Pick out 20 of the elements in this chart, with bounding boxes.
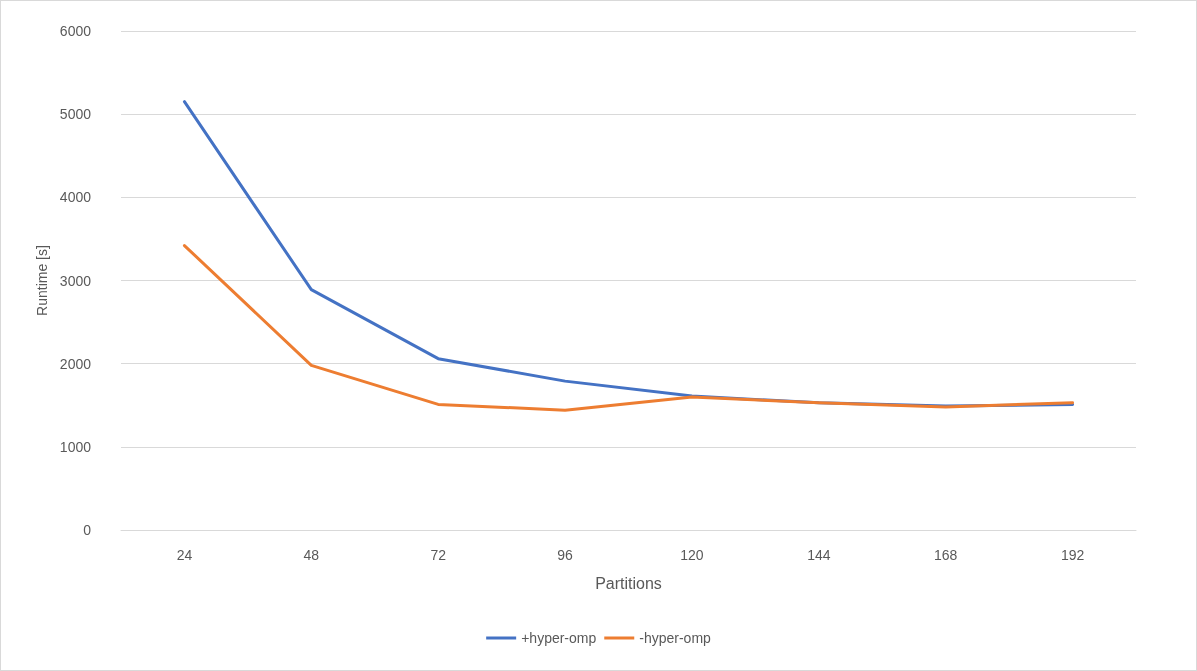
y-tick-label: 5000 — [59, 106, 92, 123]
x-tick-label: 168 — [934, 547, 958, 563]
y-tick-label: 2000 — [59, 355, 92, 372]
y-axis-title: Runtime [s] — [33, 245, 50, 316]
y-tick-label: 3000 — [59, 272, 92, 289]
y-tick-label: 1000 — [59, 438, 92, 455]
line-series — [182, 244, 1075, 412]
y-tick-label: 0 — [83, 522, 92, 538]
x-tick-label: 144 — [807, 547, 831, 563]
x-tick-label: 96 — [557, 547, 574, 563]
y-tick-label: 6000 — [59, 23, 92, 39]
legend-label: +hyper-omp — [521, 630, 597, 646]
legend-label: -hyper-omp — [639, 630, 712, 646]
x-axis-title: Partitions — [595, 574, 662, 592]
x-tick-label: 48 — [303, 547, 320, 563]
x-tick-label: 24 — [176, 547, 193, 563]
y-tick-label: 4000 — [59, 189, 92, 206]
x-tick-label: 192 — [1060, 547, 1085, 563]
x-tick-label: 120 — [680, 547, 704, 563]
x-tick-label: 72 — [430, 547, 447, 563]
